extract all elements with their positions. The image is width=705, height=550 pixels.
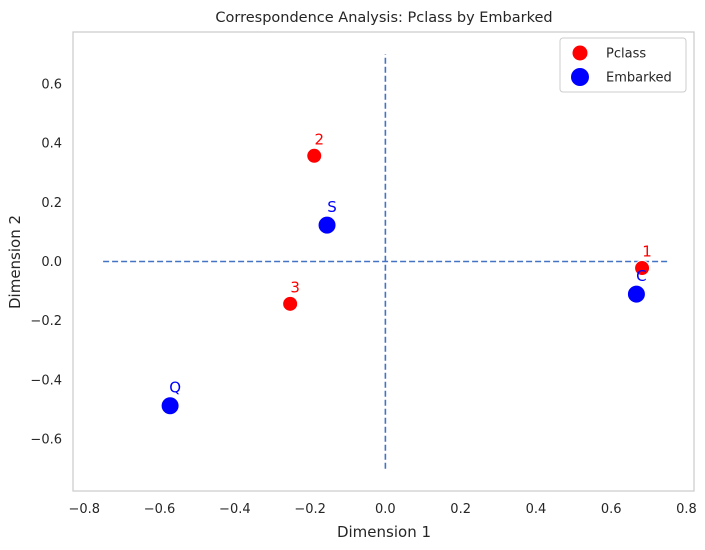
legend-marker: [571, 68, 589, 86]
y-tick-label: 0.4: [41, 137, 62, 152]
embarked-point: [317, 215, 337, 235]
pclass-point-label: 1: [642, 243, 652, 261]
x-tick-label: 0.6: [601, 502, 622, 517]
x-tick-label: −0.4: [219, 502, 251, 517]
y-tick-label: 0.2: [41, 196, 62, 211]
y-tick-label: 0.0: [41, 255, 62, 270]
y-tick-label: 0.6: [41, 77, 62, 92]
y-tick-label: −0.4: [30, 373, 62, 388]
y-tick-label: −0.2: [30, 314, 62, 329]
reference-lines: [103, 54, 668, 469]
x-tick-label: 0.0: [375, 502, 396, 517]
embarked-point: [626, 284, 646, 304]
pclass-point: [306, 147, 323, 164]
x-tick-label: 0.4: [526, 502, 547, 517]
legend-box: [559, 37, 687, 93]
legend-label: Pclass: [606, 47, 646, 62]
x-axis-title: Dimension 1: [337, 523, 431, 541]
embarked-point-label: S: [327, 198, 337, 216]
legend-label: Embarked: [606, 71, 672, 86]
y-axis-ticks: −0.6 −0.4 −0.2 0.0 0.2 0.4 0.6: [30, 77, 62, 447]
x-tick-label: −0.8: [69, 502, 101, 517]
pclass-point: [282, 295, 299, 312]
chart-title: Correspondence Analysis: Pclass by Embar…: [215, 10, 552, 26]
embarked-point-label: Q: [169, 379, 181, 397]
pclass-point-label: 3: [290, 278, 300, 296]
x-axis-ticks: −0.8 −0.6 −0.4 −0.2 0.0 0.2 0.4 0.6 0.8: [69, 502, 697, 517]
pclass-point: [634, 260, 651, 277]
embarked-point: [160, 396, 180, 416]
x-tick-label: −0.6: [144, 502, 176, 517]
y-axis-title: Dimension 2: [6, 215, 24, 309]
legend-marker: [572, 45, 588, 61]
y-tick-label: −0.6: [30, 433, 62, 448]
pclass-point-label: 2: [314, 130, 324, 148]
embarked-point-label: C: [636, 267, 646, 285]
data-points: 1 2 3 C S Q: [160, 130, 652, 416]
x-tick-label: 0.2: [450, 502, 471, 517]
x-tick-label: −0.2: [294, 502, 326, 517]
x-tick-label: 0.8: [676, 502, 697, 517]
legend: Pclass Embarked: [559, 37, 687, 93]
